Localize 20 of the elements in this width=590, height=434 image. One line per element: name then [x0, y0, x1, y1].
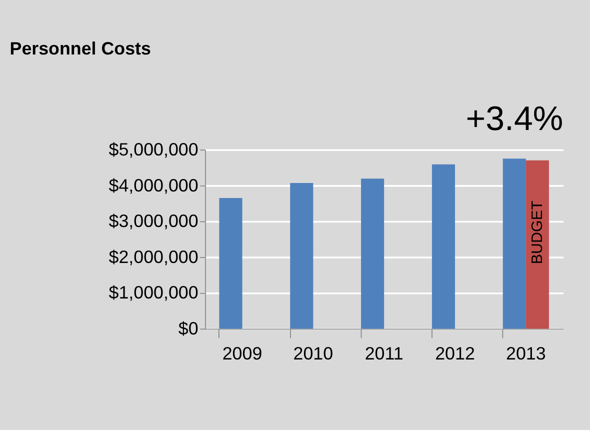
text: +3.4%	[466, 100, 564, 138]
bar	[361, 178, 384, 329]
y-tick-label: $5,000,000	[108, 139, 198, 160]
chart-title: Personnel Costs	[10, 38, 151, 59]
y-tick-label: $3,000,000	[108, 211, 198, 232]
x-tick-label: 2013	[506, 344, 546, 364]
series-label: BUDGET	[528, 200, 546, 264]
x-tick-label: 2012	[435, 344, 475, 364]
bar	[526, 160, 549, 329]
y-tick-label: $2,000,000	[108, 246, 198, 267]
bar	[290, 182, 314, 329]
y-tick-label: $0	[178, 318, 198, 339]
bar	[219, 198, 242, 329]
x-tick-label: 2010	[293, 344, 334, 364]
x-tick-label: 2009	[222, 344, 262, 364]
y-tick-label: $4,000,000	[108, 175, 198, 196]
y-tick-label: $1,000,000	[108, 282, 198, 303]
x-tick-label: 2011	[364, 344, 404, 364]
bar	[432, 164, 455, 329]
bar	[502, 158, 526, 329]
